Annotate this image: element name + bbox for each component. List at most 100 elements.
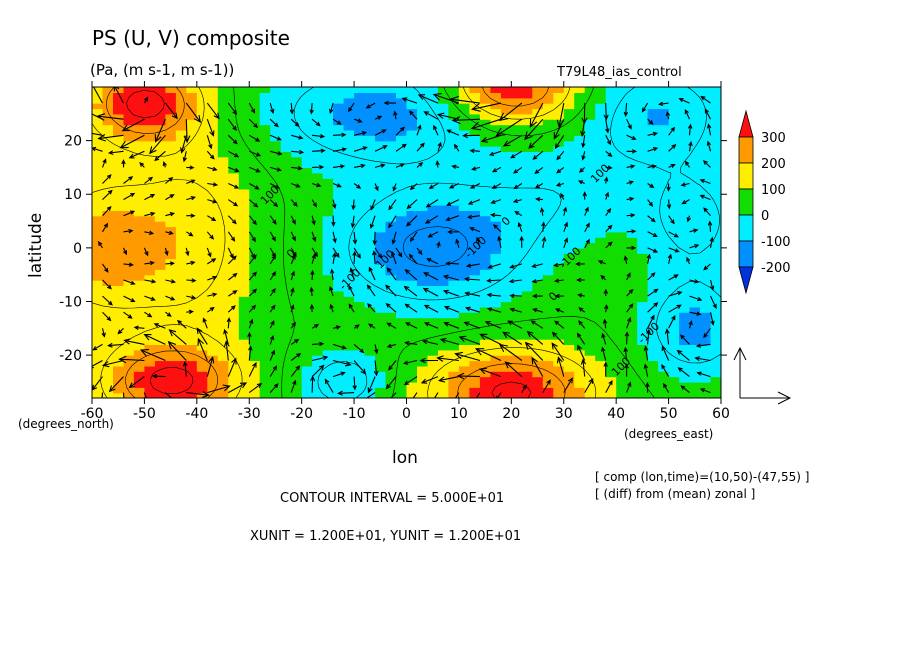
- field-cell: [458, 183, 470, 190]
- field-cell: [406, 242, 418, 249]
- field-cell: [689, 162, 701, 169]
- field-cell: [542, 237, 554, 244]
- field-cell: [196, 322, 208, 329]
- field-cell: [479, 269, 491, 276]
- field-cell: [689, 349, 701, 356]
- field-cell: [375, 199, 387, 206]
- field-cell: [291, 285, 303, 292]
- field-cell: [396, 290, 408, 297]
- field-cell: [238, 97, 250, 104]
- field-cell: [238, 376, 250, 383]
- field-cell: [574, 339, 586, 345]
- field-cell: [333, 365, 345, 372]
- field-cell: [228, 129, 240, 136]
- field-cell: [354, 355, 366, 362]
- field-cell: [291, 306, 303, 313]
- field-cell: [354, 97, 366, 104]
- field-cell: [396, 124, 408, 131]
- field-cell: [196, 172, 208, 179]
- field-cell: [637, 274, 649, 281]
- field-cell: [647, 199, 659, 206]
- field-cell: [333, 210, 345, 217]
- field-cell: [658, 146, 670, 152]
- field-cell: [364, 135, 376, 142]
- field-cell: [584, 172, 596, 179]
- wind-vector: [626, 134, 637, 140]
- wind-vector: [603, 288, 609, 297]
- field-cell: [427, 360, 439, 367]
- field-cell: [154, 97, 166, 104]
- field-cell: [228, 247, 240, 254]
- field-cell: [196, 183, 208, 190]
- field-cell: [438, 156, 450, 163]
- field-cell: [249, 376, 261, 383]
- field-cell: [563, 146, 575, 152]
- field-cell: [144, 172, 156, 179]
- field-cell: [668, 226, 680, 233]
- field-cell: [679, 290, 691, 297]
- field-cell: [92, 328, 104, 335]
- field-cell: [186, 103, 198, 110]
- field-cell: [322, 87, 334, 93]
- field-cell: [375, 151, 387, 158]
- field-cell: [301, 355, 313, 362]
- field-cell: [563, 151, 575, 158]
- wind-vector: [422, 287, 439, 297]
- field-cell: [637, 328, 649, 335]
- field-cell: [280, 274, 292, 281]
- field-cell: [689, 392, 701, 398]
- field-cell: [186, 167, 198, 174]
- field-cell: [364, 162, 376, 169]
- x-tick-label: -50: [133, 406, 156, 422]
- field-cell: [165, 322, 177, 329]
- field-cell: [144, 381, 156, 388]
- field-cell: [427, 376, 439, 383]
- field-cell: [133, 103, 145, 110]
- field-cell: [113, 312, 125, 319]
- field-cell: [113, 199, 125, 206]
- field-cell: [637, 376, 649, 383]
- field-cell: [217, 124, 229, 131]
- field-cell: [154, 231, 166, 238]
- field-cell: [385, 253, 397, 260]
- field-cell: [312, 108, 324, 115]
- field-cell: [102, 387, 114, 394]
- wind-vector: [123, 228, 134, 234]
- field-cell: [668, 322, 680, 329]
- field-cell: [700, 349, 712, 356]
- field-cell: [280, 376, 292, 383]
- field-cell: [301, 162, 313, 169]
- wind-vector: [679, 334, 690, 345]
- field-cell: [238, 280, 250, 286]
- field-cell: [133, 269, 145, 276]
- field-cell: [217, 247, 229, 254]
- field-cell: [92, 199, 104, 206]
- field-cell: [291, 119, 303, 126]
- field-cell: [710, 87, 721, 93]
- field-cell: [438, 322, 450, 329]
- field-cell: [574, 360, 586, 367]
- wind-vector: [383, 100, 397, 106]
- field-cell: [553, 290, 565, 297]
- field-cell: [438, 231, 450, 238]
- field-cell: [322, 210, 334, 217]
- field-cell: [458, 103, 470, 110]
- wind-vector: [143, 334, 166, 345]
- field-cell: [196, 103, 208, 110]
- field-cell: [668, 387, 680, 394]
- field-cell: [511, 146, 523, 152]
- field-cell: [438, 108, 450, 115]
- field-cell: [448, 124, 460, 131]
- wind-vector: [144, 295, 156, 301]
- wind-vector: [92, 87, 103, 104]
- field-cell: [175, 226, 187, 233]
- field-cell: [92, 103, 104, 110]
- wind-vector: [290, 304, 295, 313]
- wind-vector: [498, 343, 523, 361]
- field-cell: [605, 140, 617, 147]
- wind-vector: [467, 199, 481, 205]
- field-cell: [354, 194, 366, 201]
- wind-vector: [502, 134, 523, 147]
- field-cell: [658, 92, 670, 99]
- x-tick-label: -60: [81, 406, 104, 422]
